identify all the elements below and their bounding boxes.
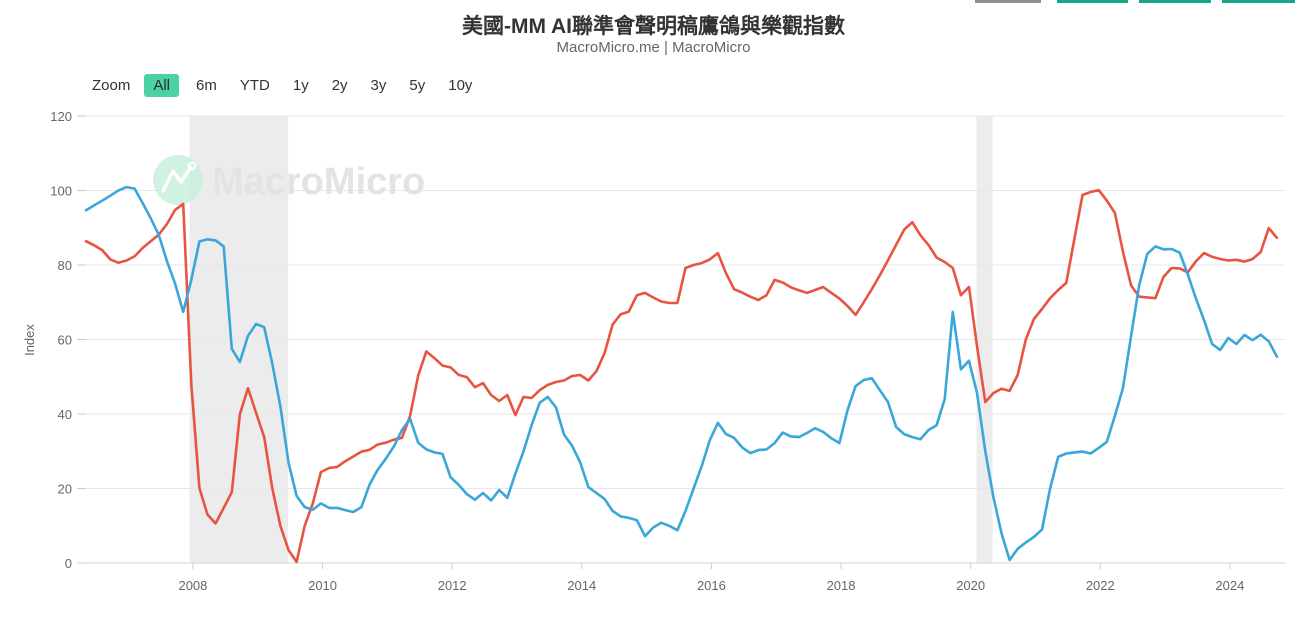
page-subtitle: MacroMicro.me | MacroMicro — [556, 39, 751, 56]
partial-button-teal-3[interactable] — [1222, 0, 1295, 3]
x-tick-label: 2018 — [827, 578, 856, 593]
zoom-label: Zoom — [92, 77, 131, 94]
chart-axes-layer: 0 20 40 60 80 100 120 2008 2010 2012 2014 2016 2018 2… — [22, 109, 1244, 593]
chart-series-layer — [84, 185, 1279, 564]
partial-button-teal-1[interactable] — [1057, 0, 1128, 3]
partial-button-teal-2[interactable] — [1139, 0, 1211, 3]
x-tick-label: 2010 — [308, 578, 337, 593]
zoom-toolbar: Zoom All 6m YTD 1y 2y 3y 5y 10y — [92, 74, 478, 97]
range-button-ytd[interactable]: YTD — [239, 77, 270, 94]
range-button-5y[interactable]: 5y — [409, 77, 426, 94]
line-series-blue — [84, 185, 1279, 562]
y-tick-label: 100 — [50, 184, 72, 199]
range-button-2y[interactable]: 2y — [331, 77, 348, 94]
y-tick-label: 40 — [58, 407, 72, 422]
y-tick-label: 80 — [58, 258, 72, 273]
x-tick-label: 2020 — [956, 578, 985, 593]
range-button-10y[interactable]: 10y — [448, 77, 473, 94]
x-tick-label: 2012 — [438, 578, 467, 593]
y-tick-label: 120 — [50, 109, 72, 124]
y-axis-title: Index — [22, 324, 37, 356]
page-title: 美國-MM AI聯準會聲明稿鷹鴿與樂觀指數 — [461, 15, 846, 38]
x-tick-label: 2016 — [697, 578, 726, 593]
x-tick-label: 2014 — [567, 578, 596, 593]
watermark: MacroMicro — [153, 155, 425, 205]
partial-button-gray[interactable] — [975, 0, 1041, 3]
y-tick-label: 0 — [65, 556, 72, 571]
watermark-logo-ring-icon — [187, 161, 197, 171]
x-tick-label: 2022 — [1086, 578, 1115, 593]
x-tick-label: 2008 — [178, 578, 207, 593]
y-tick-label: 60 — [58, 333, 72, 348]
range-button-3y[interactable]: 3y — [370, 77, 387, 94]
x-tick-label: 2024 — [1215, 578, 1244, 593]
range-button-6m[interactable]: 6m — [196, 77, 217, 94]
watermark-logo-zigzag-icon — [161, 165, 193, 193]
line-series-red — [84, 188, 1279, 564]
watermark-text: MacroMicro — [212, 161, 425, 203]
range-button-1y[interactable]: 1y — [292, 77, 309, 94]
range-button-all[interactable]: All — [144, 74, 180, 97]
y-tick-label: 20 — [58, 482, 72, 497]
